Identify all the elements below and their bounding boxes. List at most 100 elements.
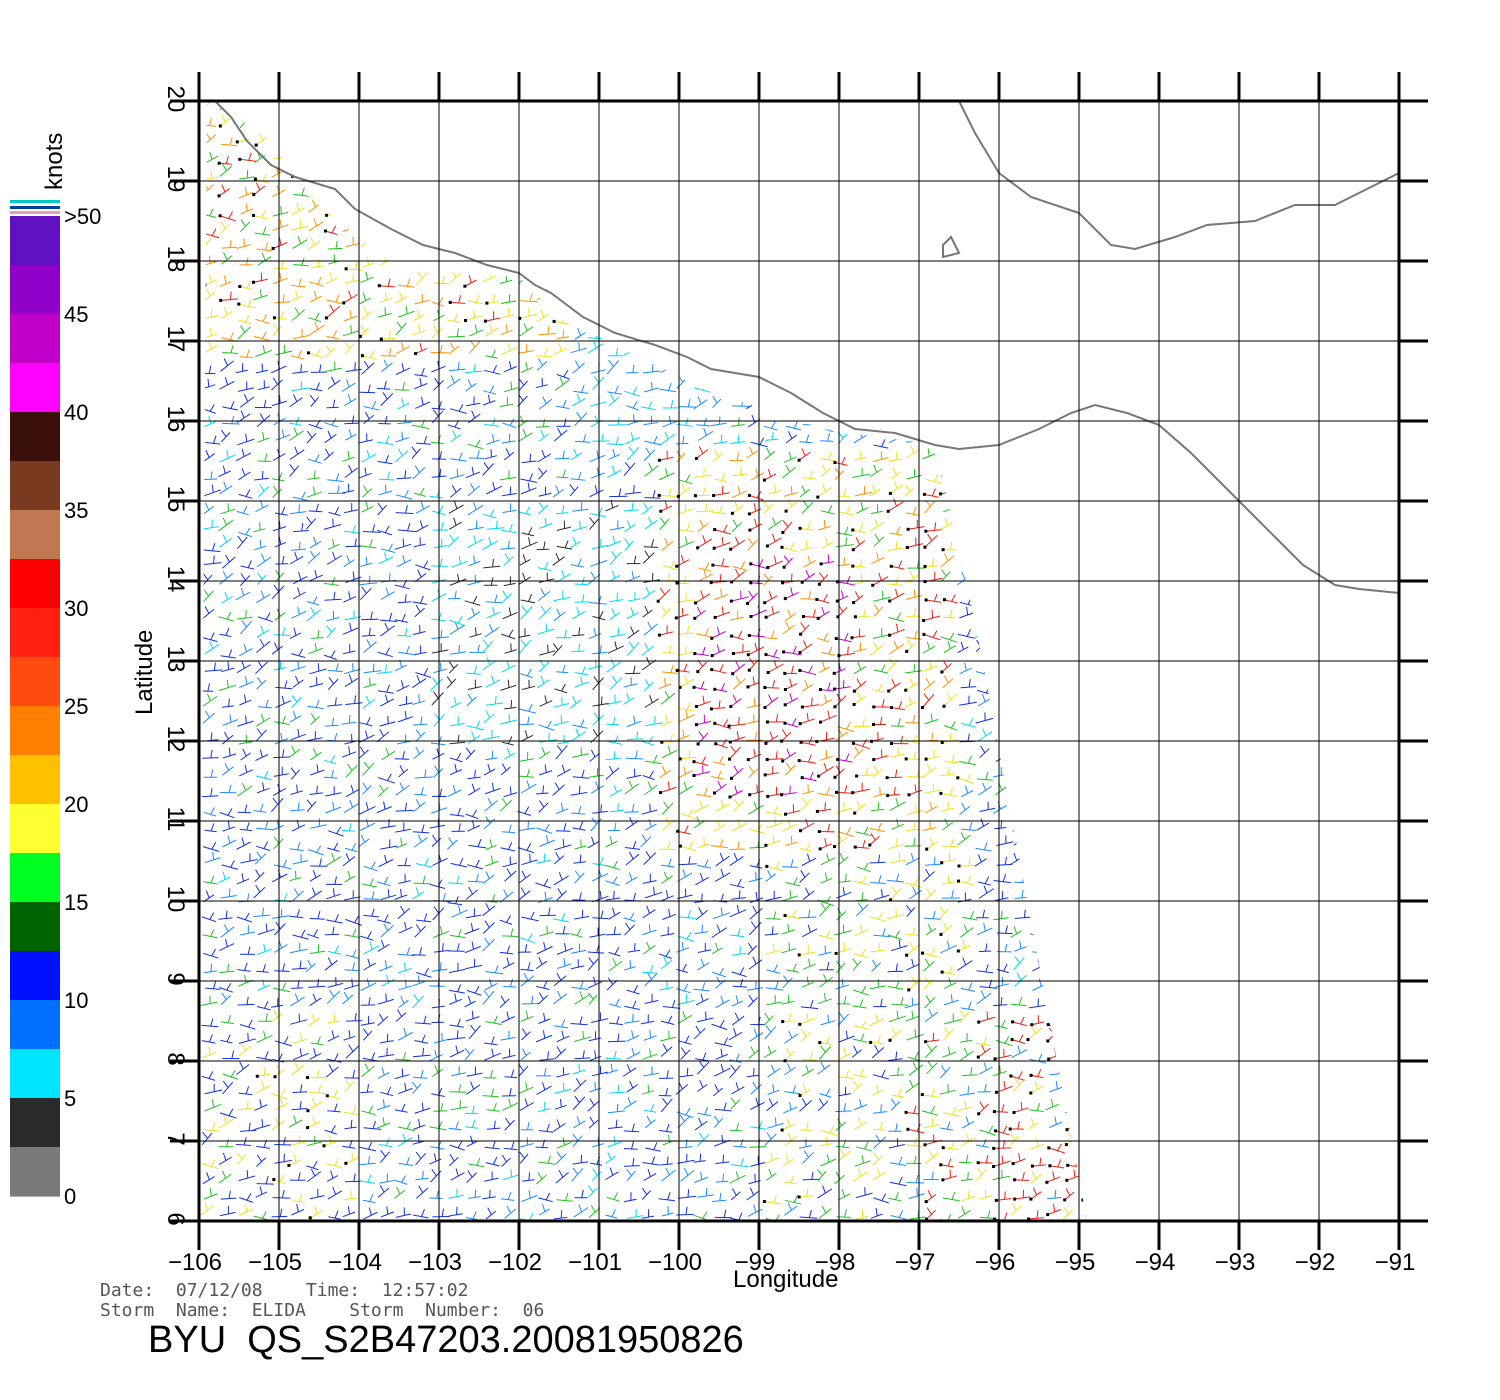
- wind-barb-tick: [753, 1028, 758, 1037]
- wind-barb: [852, 960, 862, 971]
- wind-barb-tick: [801, 1098, 807, 1106]
- wind-barb: [888, 616, 905, 623]
- wind-barb: [977, 487, 994, 496]
- wind-barb: [589, 752, 600, 762]
- rain-flag-dot: [710, 707, 713, 711]
- wind-barb-tick: [968, 718, 974, 726]
- wind-barb: [430, 1170, 442, 1183]
- wind-barb-tick: [485, 710, 491, 719]
- wind-barb-tick: [314, 569, 318, 578]
- wind-barb-tick: [698, 1060, 705, 1068]
- rain-flag-dot: [713, 615, 717, 619]
- wind-barb-tick: [856, 800, 862, 809]
- wind-barb: [482, 540, 499, 550]
- wind-barb-tick: [263, 841, 269, 849]
- wind-barb-tick: [384, 552, 388, 561]
- wind-barb-tick: [774, 555, 777, 564]
- wind-barb: [1032, 792, 1049, 795]
- wind-barb-tick: [582, 1030, 584, 1039]
- wind-barb-tick: [827, 710, 830, 719]
- wind-barb-tick: [878, 942, 880, 951]
- wind-barb-tick: [296, 1203, 299, 1213]
- wind-barb-tick: [294, 1062, 299, 1070]
- wind-barb-tick: [628, 872, 633, 881]
- rain-flag-dot: [731, 672, 735, 676]
- wind-barb-tick: [1085, 977, 1087, 986]
- wind-barb: [1066, 664, 1077, 674]
- wind-barb-tick: [633, 665, 636, 674]
- rain-flag-dot: [714, 742, 718, 746]
- wind-barb: [659, 1129, 673, 1133]
- wind-barb: [799, 441, 813, 444]
- rain-flag-dot: [815, 809, 819, 813]
- wind-barb-tick: [522, 554, 527, 563]
- wind-barb: [749, 865, 763, 869]
- wind-barb: [606, 661, 621, 673]
- wind-barb-tick: [525, 506, 530, 514]
- wind-barb-tick: [789, 693, 793, 702]
- wind-barb-tick: [538, 957, 543, 965]
- wind-barb: [591, 785, 605, 794]
- wind-barb-tick: [282, 555, 285, 564]
- wind-barb-tick: [826, 929, 831, 938]
- wind-barb: [678, 707, 695, 712]
- wind-barb-tick: [298, 504, 300, 513]
- wind-barb-tick: [326, 625, 332, 633]
- wind-barb: [553, 875, 569, 886]
- wind-barb-tick: [1038, 858, 1043, 867]
- wind-barb: [750, 1084, 763, 1095]
- wind-barb: [449, 757, 463, 763]
- colorbar-segment: [10, 559, 60, 609]
- rain-flag-dot: [872, 758, 876, 762]
- wind-barb: [750, 1101, 765, 1110]
- wind-barb-tick: [210, 928, 215, 937]
- wind-barb: [961, 790, 974, 798]
- wind-barb: [1081, 776, 1087, 781]
- wind-barb: [500, 547, 516, 550]
- wind-barb: [785, 501, 798, 512]
- wind-barb: [466, 672, 482, 675]
- wind-barb: [641, 505, 653, 515]
- wind-barb-tick: [348, 823, 352, 832]
- wind-barb: [609, 551, 622, 566]
- wind-barb-tick: [589, 1116, 595, 1125]
- wind-barb-tick: [213, 662, 216, 671]
- colorbar-tick-label: 0: [64, 1184, 76, 1209]
- wind-barb-tick: [501, 763, 507, 771]
- wind-barb-tick: [1070, 746, 1073, 755]
- wind-barb-tick: [1057, 1159, 1062, 1168]
- wind-barb: [715, 611, 731, 618]
- wind-barb-tick: [404, 414, 407, 423]
- wind-barb-tick: [472, 1211, 477, 1220]
- wind-barb-tick: [257, 677, 263, 685]
- wind-barb-tick: [946, 429, 950, 438]
- wind-barb: [906, 642, 917, 652]
- wind-barb: [781, 731, 792, 742]
- wind-barb-tick: [591, 836, 595, 845]
- wind-barb-tick: [1089, 1087, 1091, 1095]
- wind-barb: [201, 1075, 216, 1081]
- wind-barb: [328, 511, 341, 517]
- wind-barb: [292, 1200, 305, 1203]
- wind-barb: [854, 929, 869, 937]
- wind-barb-tick: [1088, 1065, 1089, 1073]
- wind-barb: [642, 909, 656, 919]
- wind-barb-tick: [820, 1061, 825, 1070]
- wind-barb: [291, 610, 307, 619]
- wind-barb-tick: [594, 485, 598, 494]
- rain-flag-dot: [816, 616, 820, 620]
- wind-barb: [835, 947, 853, 954]
- wind-barb: [943, 1028, 954, 1041]
- wind-barb: [711, 707, 726, 710]
- wind-barb-tick: [862, 718, 865, 727]
- wind-barb-tick: [804, 887, 810, 896]
- wind-barb-tick: [241, 468, 246, 476]
- wind-barb: [661, 671, 679, 674]
- wind-barb-tick: [807, 924, 811, 933]
- wind-barb: [556, 545, 573, 550]
- wind-barb-tick: [983, 1036, 987, 1045]
- wind-barb: [327, 678, 339, 691]
- wind-barb-tick: [318, 1085, 322, 1094]
- wind-barb: [395, 784, 410, 796]
- wind-barb-tick: [300, 1032, 302, 1041]
